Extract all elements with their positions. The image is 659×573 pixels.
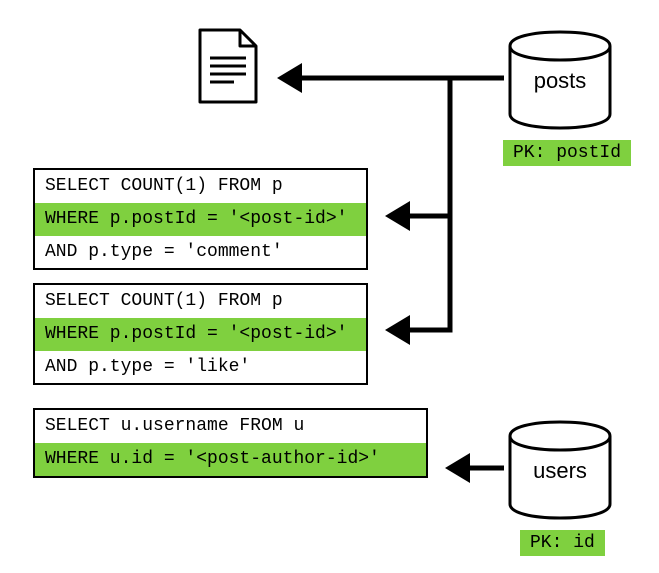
query-line: SELECT COUNT(1) FROM p xyxy=(35,170,366,203)
query-line: SELECT u.username FROM u xyxy=(35,410,426,443)
arrow-posts-to-q2 xyxy=(390,78,450,330)
query-line: AND p.type = 'comment' xyxy=(35,236,366,269)
pk-badge-posts: PK: postId xyxy=(503,140,631,166)
query-box-username: SELECT u.username FROM u WHERE u.id = '<… xyxy=(33,408,428,478)
query-line: WHERE p.postId = '<post-id>' xyxy=(35,318,366,351)
query-line: WHERE p.postId = '<post-id>' xyxy=(35,203,366,236)
db-users-label: users xyxy=(506,458,614,484)
db-posts-label: posts xyxy=(506,68,614,94)
arrow-posts-to-q1 xyxy=(390,78,450,216)
query-box-comments: SELECT COUNT(1) FROM p WHERE p.postId = … xyxy=(33,168,368,270)
document-icon xyxy=(196,26,260,106)
query-line: SELECT COUNT(1) FROM p xyxy=(35,285,366,318)
query-line: WHERE u.id = '<post-author-id>' xyxy=(35,443,426,476)
query-box-likes: SELECT COUNT(1) FROM p WHERE p.postId = … xyxy=(33,283,368,385)
query-flow-diagram: posts PK: postId users PK: id SELECT COU… xyxy=(0,0,659,573)
pk-badge-users: PK: id xyxy=(520,530,605,556)
query-line: AND p.type = 'like' xyxy=(35,351,366,384)
